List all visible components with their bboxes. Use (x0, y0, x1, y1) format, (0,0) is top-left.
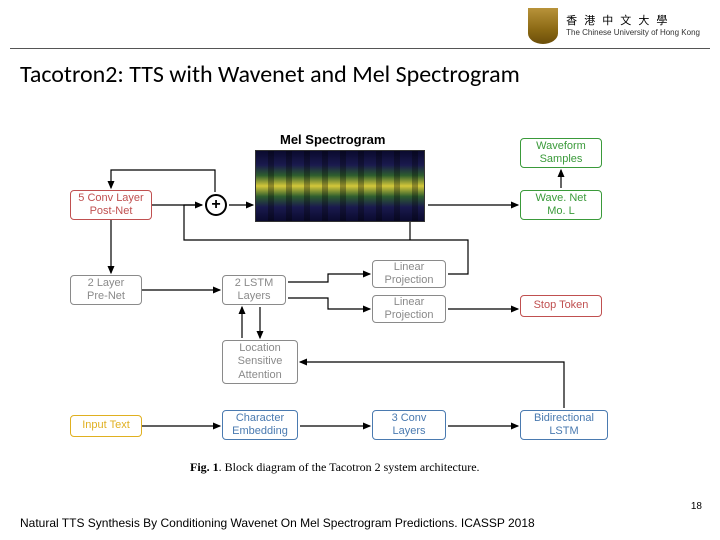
node-bilstm: BidirectionalLSTM (520, 410, 608, 440)
node-input: Input Text (70, 415, 142, 437)
logo-text: 香 港 中 文 大 學 The Chinese University of Ho… (566, 15, 700, 38)
node-stoptoken: Stop Token (520, 295, 602, 317)
node-attention: LocationSensitiveAttention (222, 340, 298, 384)
node-charembed: CharacterEmbedding (222, 410, 298, 440)
figure-caption: Fig. 1. Block diagram of the Tacotron 2 … (190, 460, 480, 475)
crest-icon (528, 8, 558, 44)
node-lstm2: 2 LSTMLayers (222, 275, 286, 305)
spectrogram-image (255, 150, 425, 222)
node-conv3: 3 ConvLayers (372, 410, 446, 440)
logo-english: The Chinese University of Hong Kong (566, 28, 700, 38)
logo-chinese: 香 港 中 文 大 學 (566, 15, 700, 28)
page-number: 18 (691, 501, 702, 512)
caption-bold: Fig. 1 (190, 460, 219, 474)
node-prenet: 2 LayerPre-Net (70, 275, 142, 305)
header-divider (10, 48, 710, 49)
plus-icon: + (205, 194, 227, 216)
slide-title: Tacotron2: TTS with Wavenet and Mel Spec… (20, 60, 520, 89)
caption-text: . Block diagram of the Tacotron 2 system… (219, 460, 480, 474)
architecture-diagram: Mel Spectrogram + 5 Conv LayerPost-Net Wa… (70, 120, 650, 480)
node-linproj2: LinearProjection (372, 295, 446, 323)
mel-spectrogram-label: Mel Spectrogram (280, 132, 385, 147)
footer-citation: Natural TTS Synthesis By Conditioning Wa… (20, 516, 535, 530)
node-waveform: WaveformSamples (520, 138, 602, 168)
node-wavenet: Wave. NetMo. L (520, 190, 602, 220)
node-postnet: 5 Conv LayerPost-Net (70, 190, 152, 220)
university-logo: 香 港 中 文 大 學 The Chinese University of Ho… (528, 8, 700, 44)
node-linproj1: LinearProjection (372, 260, 446, 288)
